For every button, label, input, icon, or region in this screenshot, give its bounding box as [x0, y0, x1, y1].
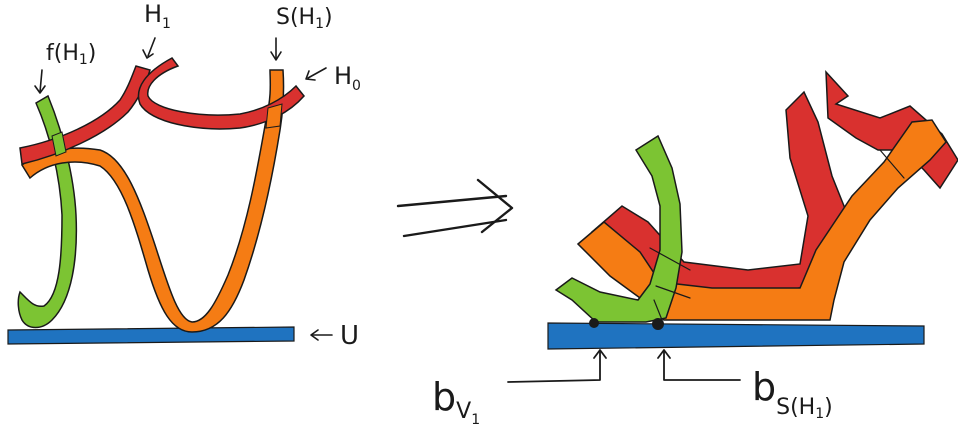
bsh1-pointer: [657, 349, 741, 381]
orange-over-red-left: [265, 103, 283, 129]
s-label: S(H1): [276, 5, 333, 32]
green-strand-left: [17, 94, 78, 329]
implies-arrow: [396, 178, 514, 238]
red-h0-arc-left: [137, 57, 305, 130]
u-bar-right: [547, 322, 925, 350]
green-over-red-left: [51, 131, 67, 157]
f-label: f(H1): [46, 41, 96, 68]
bv1-point: [589, 318, 599, 328]
u-arrow: [310, 329, 333, 341]
bsh1-label: bS(H1): [752, 365, 833, 422]
bsh1-point: [652, 318, 664, 330]
h0-label: H0: [334, 62, 361, 94]
bv1-label: bV1: [432, 375, 480, 428]
f-arrow: [34, 69, 46, 94]
u-label: U: [340, 321, 359, 351]
orange-strand-right: [576, 119, 947, 321]
s-arrow: [270, 37, 282, 61]
orange-curve-left: [21, 69, 285, 333]
left-diagram: f(H1) H1 S(H1) H0 U: [7, 0, 361, 351]
h1-label: H1: [144, 0, 171, 32]
h0-arrow: [305, 67, 327, 81]
bv1-pointer: [507, 349, 607, 383]
u-bar: [7, 326, 295, 345]
crossing-lines: [649, 149, 905, 321]
right-diagram: bV1 bS(H1): [432, 69, 958, 428]
h1-arrow: [142, 37, 156, 59]
green-strand-right: [554, 134, 683, 323]
